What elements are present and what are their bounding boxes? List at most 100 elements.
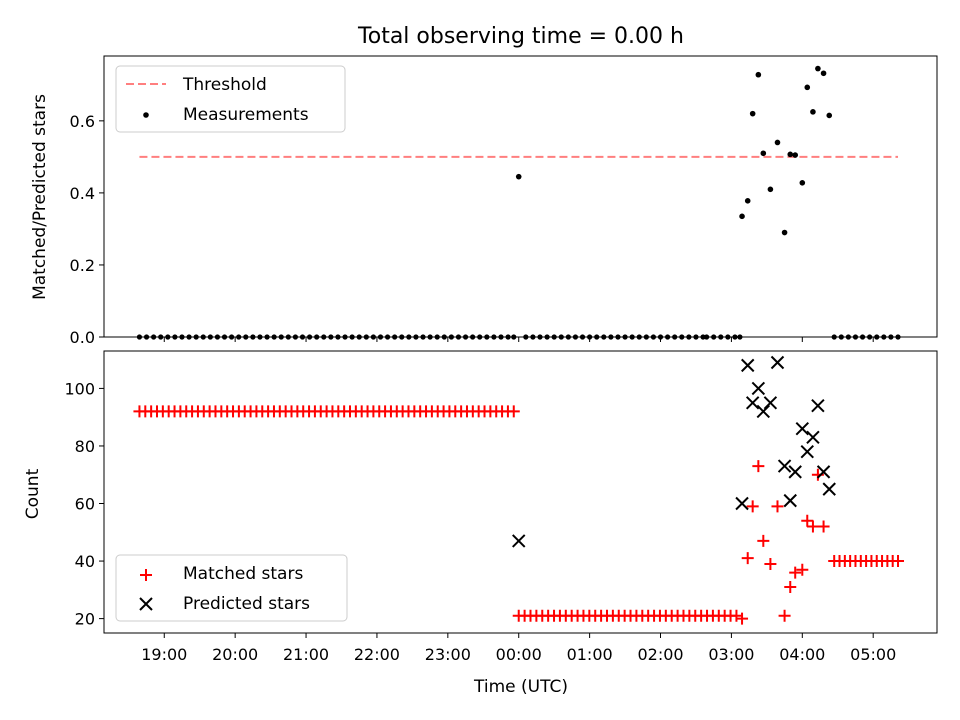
predicted-star-point	[512, 534, 526, 548]
measurement-point	[881, 334, 887, 340]
x-tick-label: 23:00	[425, 645, 471, 664]
measurement-point	[314, 334, 320, 340]
bottom-plot-frame	[103, 350, 938, 634]
top-y-tick-label: 0.4	[70, 184, 95, 203]
measurement-point	[744, 198, 751, 204]
predicted-star-point	[795, 421, 810, 436]
measurement-point	[665, 334, 671, 340]
measurement-point	[370, 334, 376, 340]
predicted-star-point	[770, 355, 785, 370]
measurement-point	[629, 334, 635, 340]
measurement-point	[622, 334, 628, 340]
predicted-legend-swatch	[139, 597, 153, 611]
matched-star-point	[789, 566, 802, 579]
measurement-point	[760, 150, 767, 157]
measurement-point	[306, 334, 313, 340]
measurement-point	[214, 334, 221, 340]
measurement-point	[820, 70, 827, 77]
measurement-point	[420, 334, 426, 340]
measurement-point	[888, 334, 894, 340]
measurement-point	[804, 84, 811, 91]
measurement-point	[243, 334, 249, 340]
measurement-point	[186, 334, 192, 340]
predicted-star-point	[783, 493, 797, 508]
measurement-point	[787, 151, 794, 158]
measurement-point	[767, 186, 774, 193]
measurement-point	[530, 334, 536, 340]
x-axis-label: Time (UTC)	[473, 677, 568, 697]
matched-legend-label: Matched stars	[183, 564, 303, 584]
measurement-point	[229, 334, 235, 340]
top-legend: Threshold Measurements	[115, 65, 346, 133]
measurement-point	[867, 334, 873, 340]
measurement-point	[477, 334, 483, 340]
measurement-point	[136, 334, 143, 340]
measurement-point	[158, 334, 164, 340]
measurement-point	[264, 334, 270, 340]
predicted-star-point	[756, 404, 771, 419]
measurement-point	[799, 180, 806, 186]
measurement-point	[434, 334, 440, 340]
chart-title: Total observing time = 0.00 h	[357, 24, 684, 49]
measurement-point	[895, 334, 901, 340]
measurement-point	[285, 334, 291, 340]
top-y-tick-label: 0.6	[70, 112, 95, 131]
bottom-panel: 20 40 60 80 100 19:00 20:00 21:00 22:00 23:00 00:0…	[64, 350, 938, 664]
measurement-point	[587, 334, 593, 340]
predicted-star-point	[763, 396, 778, 410]
measurement-point	[852, 334, 859, 340]
measurement-point	[511, 334, 517, 340]
predicted-star-point	[745, 396, 760, 410]
measurement-point	[594, 334, 600, 340]
measurement-point	[551, 334, 557, 340]
x-tick-label: 20:00	[212, 645, 258, 664]
measurement-point	[151, 334, 157, 340]
measurement-point	[544, 334, 550, 340]
measurement-point	[693, 334, 699, 340]
measurement-point	[711, 334, 717, 340]
measurement-point	[686, 334, 692, 340]
measurement-point	[207, 334, 213, 340]
measurement-point	[558, 334, 564, 340]
measurement-point	[515, 173, 522, 180]
matched-star-point	[801, 514, 814, 527]
bottom-legend-box	[115, 554, 348, 622]
measurement-point	[703, 334, 710, 340]
measurement-point	[810, 109, 816, 115]
measurement-point	[718, 334, 724, 340]
measurements-legend-swatch	[143, 112, 149, 118]
matched-star-point	[752, 460, 765, 473]
predicted-star-point	[800, 445, 814, 459]
measurement-point	[250, 334, 256, 340]
measurement-point	[636, 334, 642, 340]
measurement-point	[537, 334, 543, 340]
measurement-point	[392, 334, 398, 340]
predicted-star-point	[822, 482, 836, 496]
x-tick-label: 21:00	[283, 645, 329, 664]
measurement-point	[774, 139, 781, 146]
top-panel: 0.0 0.2 0.4 0.6	[70, 55, 938, 347]
measurement-point	[579, 334, 586, 340]
threshold-legend-label: Threshold	[182, 75, 267, 95]
matched-star-point	[741, 552, 754, 565]
matched-star-point	[806, 520, 819, 533]
bottom-y-tick-label: 60	[75, 495, 95, 514]
predicted-star-point	[777, 459, 792, 473]
x-tick-label: 01:00	[567, 645, 613, 664]
measurement-point	[349, 334, 355, 340]
top-plot-frame	[103, 55, 938, 338]
measurement-point	[427, 334, 433, 340]
matched-legend-swatch	[140, 569, 152, 581]
measurement-point	[826, 112, 833, 119]
x-tick-label: 19:00	[141, 645, 187, 664]
measurement-point	[572, 334, 579, 340]
measurement-point	[737, 334, 743, 340]
measurement-point	[650, 334, 657, 340]
predicted-star-point	[806, 430, 820, 445]
measurement-point	[523, 334, 529, 340]
measurement-point	[165, 334, 171, 340]
x-tick-label: 02:00	[637, 645, 683, 664]
measurement-point	[725, 334, 731, 340]
measurement-point	[845, 334, 851, 340]
